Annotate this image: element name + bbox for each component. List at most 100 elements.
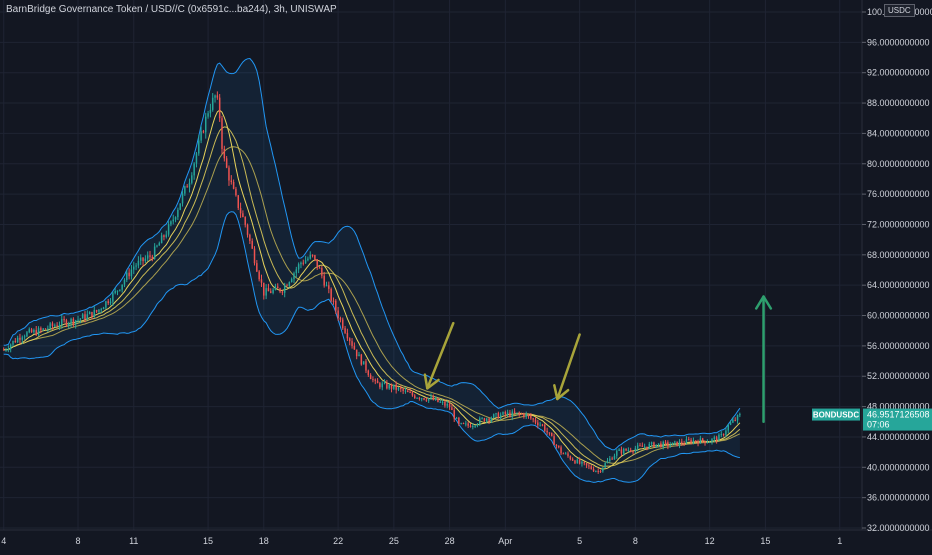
candle-body: [458, 417, 460, 424]
candle-body: [74, 320, 77, 325]
candle-body: [362, 361, 365, 365]
candle-body: [65, 320, 68, 326]
candle-body: [618, 449, 620, 451]
x-tick-label: 22: [333, 536, 343, 546]
candle-body: [295, 269, 298, 274]
y-tick-label: 64.0000000000: [867, 280, 930, 290]
candle-body: [91, 311, 93, 317]
candle-body: [476, 424, 479, 426]
candle-body: [611, 458, 613, 460]
candle-body: [165, 234, 168, 237]
candle-body: [407, 390, 409, 393]
candle-body: [646, 446, 648, 449]
candle-body: [63, 318, 65, 321]
candle-body: [520, 413, 523, 415]
candle-body: [348, 338, 351, 342]
candle-body: [588, 465, 590, 467]
candle-body: [142, 257, 144, 262]
candle-body: [33, 330, 35, 333]
candle-body: [191, 175, 193, 183]
candle-body: [130, 269, 133, 277]
x-tick-label: 15: [760, 536, 770, 546]
candle-body: [632, 451, 634, 453]
candle-body: [569, 456, 572, 460]
y-tick-label: 96.0000000000: [867, 37, 930, 47]
candle-body: [12, 340, 14, 345]
candle-body: [160, 235, 163, 244]
candle-body: [207, 113, 209, 117]
candle-body: [72, 318, 75, 325]
candle-body: [592, 469, 595, 472]
candle-body: [61, 318, 63, 325]
candle-body: [81, 314, 84, 319]
candle-body: [437, 398, 439, 402]
last-price-label: 46.9517126508: [867, 410, 930, 420]
candle-body: [100, 309, 102, 311]
candle-body: [544, 424, 546, 431]
candle-body: [395, 384, 397, 390]
candle-body: [516, 412, 518, 414]
candle-body: [230, 180, 233, 183]
candle-body: [200, 131, 202, 141]
candle-body: [574, 460, 576, 464]
candle-body: [427, 398, 430, 401]
candle-body: [293, 273, 295, 280]
candle-body: [643, 446, 646, 448]
candle-body: [583, 461, 586, 464]
y-tick-label: 36.0000000000: [867, 493, 930, 503]
candles: [2, 91, 741, 474]
candle-body: [323, 275, 325, 286]
candle-body: [432, 396, 435, 400]
candle-body: [121, 284, 123, 290]
candle-body: [244, 217, 246, 225]
candle-body: [404, 390, 407, 392]
candle-body: [149, 255, 151, 257]
candle-body: [413, 395, 416, 398]
candle-body: [444, 401, 446, 406]
candle-body: [102, 307, 105, 310]
candle-body: [209, 109, 212, 114]
candle-body: [2, 349, 5, 351]
candle-body: [172, 219, 174, 222]
candle-body: [297, 264, 300, 270]
candle-body: [19, 337, 21, 340]
candle-body: [530, 415, 532, 419]
candle-body: [571, 459, 574, 461]
candle-body: [28, 329, 31, 333]
candle-body: [109, 301, 112, 304]
candle-body: [685, 439, 688, 444]
candle-body: [49, 323, 51, 329]
candle-body: [711, 438, 713, 442]
candle-body: [93, 310, 96, 317]
candle-body: [116, 290, 119, 292]
candle-body: [692, 440, 695, 443]
candle-body: [351, 341, 353, 346]
candle-body: [451, 407, 453, 411]
candle-body: [40, 328, 42, 330]
candle-body: [629, 450, 632, 452]
y-tick-label: 56.0000000000: [867, 341, 930, 351]
candle-body: [557, 445, 560, 448]
candle-body: [548, 432, 551, 434]
candle-body: [388, 384, 390, 389]
candle-body: [683, 443, 685, 445]
candle-body: [123, 280, 126, 285]
symbol-box: [812, 408, 860, 421]
candle-body: [481, 418, 483, 420]
candle-body: [448, 404, 451, 408]
candle-body: [664, 441, 667, 443]
candle-body: [616, 450, 618, 456]
candle-body: [729, 422, 732, 425]
candle-body: [283, 285, 286, 293]
x-tick-label: 28: [445, 536, 455, 546]
candle-body: [460, 423, 462, 425]
candle-body: [77, 319, 79, 321]
candle-body: [353, 345, 356, 350]
symbol-label: BONDUSDC: [813, 411, 859, 420]
candle-body: [469, 425, 472, 428]
candle-body: [153, 246, 156, 259]
candle-body: [309, 254, 311, 259]
candle-body: [318, 267, 321, 269]
